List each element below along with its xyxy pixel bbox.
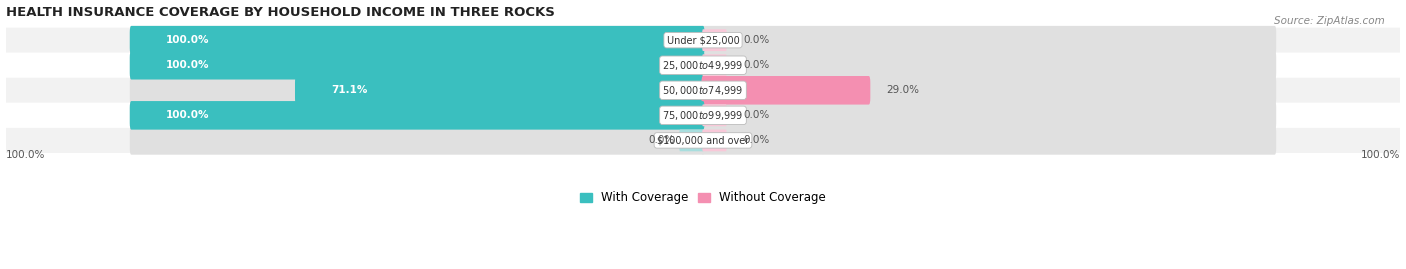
- Text: $25,000 to $49,999: $25,000 to $49,999: [662, 59, 744, 72]
- Text: 100.0%: 100.0%: [6, 150, 45, 160]
- Text: 0.0%: 0.0%: [742, 110, 769, 120]
- Text: $75,000 to $99,999: $75,000 to $99,999: [662, 109, 744, 122]
- FancyBboxPatch shape: [295, 76, 704, 105]
- FancyBboxPatch shape: [702, 54, 727, 76]
- FancyBboxPatch shape: [679, 129, 704, 151]
- Text: Under $25,000: Under $25,000: [666, 35, 740, 45]
- FancyBboxPatch shape: [702, 51, 1277, 80]
- FancyBboxPatch shape: [702, 126, 1277, 155]
- FancyBboxPatch shape: [129, 101, 704, 130]
- Text: 29.0%: 29.0%: [886, 85, 920, 95]
- Text: 0.0%: 0.0%: [742, 35, 769, 45]
- FancyBboxPatch shape: [129, 126, 704, 155]
- FancyBboxPatch shape: [702, 26, 1277, 54]
- FancyBboxPatch shape: [129, 101, 704, 130]
- FancyBboxPatch shape: [702, 76, 870, 105]
- FancyBboxPatch shape: [129, 51, 704, 80]
- Text: 100.0%: 100.0%: [1361, 150, 1400, 160]
- FancyBboxPatch shape: [129, 26, 704, 54]
- FancyBboxPatch shape: [129, 76, 704, 105]
- FancyBboxPatch shape: [702, 29, 727, 51]
- Text: Source: ZipAtlas.com: Source: ZipAtlas.com: [1274, 16, 1385, 26]
- FancyBboxPatch shape: [129, 26, 704, 54]
- Text: 0.0%: 0.0%: [648, 135, 675, 146]
- FancyBboxPatch shape: [702, 76, 1277, 105]
- FancyBboxPatch shape: [702, 129, 727, 151]
- Text: $50,000 to $74,999: $50,000 to $74,999: [662, 84, 744, 97]
- FancyBboxPatch shape: [702, 104, 727, 126]
- FancyBboxPatch shape: [6, 103, 1400, 128]
- FancyBboxPatch shape: [129, 51, 704, 80]
- Text: $100,000 and over: $100,000 and over: [657, 135, 749, 146]
- Text: 100.0%: 100.0%: [166, 110, 209, 120]
- Text: 100.0%: 100.0%: [166, 60, 209, 70]
- FancyBboxPatch shape: [6, 28, 1400, 53]
- FancyBboxPatch shape: [6, 53, 1400, 78]
- Text: 71.1%: 71.1%: [330, 85, 367, 95]
- Legend: With Coverage, Without Coverage: With Coverage, Without Coverage: [575, 187, 831, 209]
- FancyBboxPatch shape: [6, 128, 1400, 153]
- Text: 100.0%: 100.0%: [166, 35, 209, 45]
- Text: HEALTH INSURANCE COVERAGE BY HOUSEHOLD INCOME IN THREE ROCKS: HEALTH INSURANCE COVERAGE BY HOUSEHOLD I…: [6, 6, 554, 19]
- Text: 0.0%: 0.0%: [742, 135, 769, 146]
- FancyBboxPatch shape: [702, 101, 1277, 130]
- Text: 0.0%: 0.0%: [742, 60, 769, 70]
- FancyBboxPatch shape: [6, 78, 1400, 103]
